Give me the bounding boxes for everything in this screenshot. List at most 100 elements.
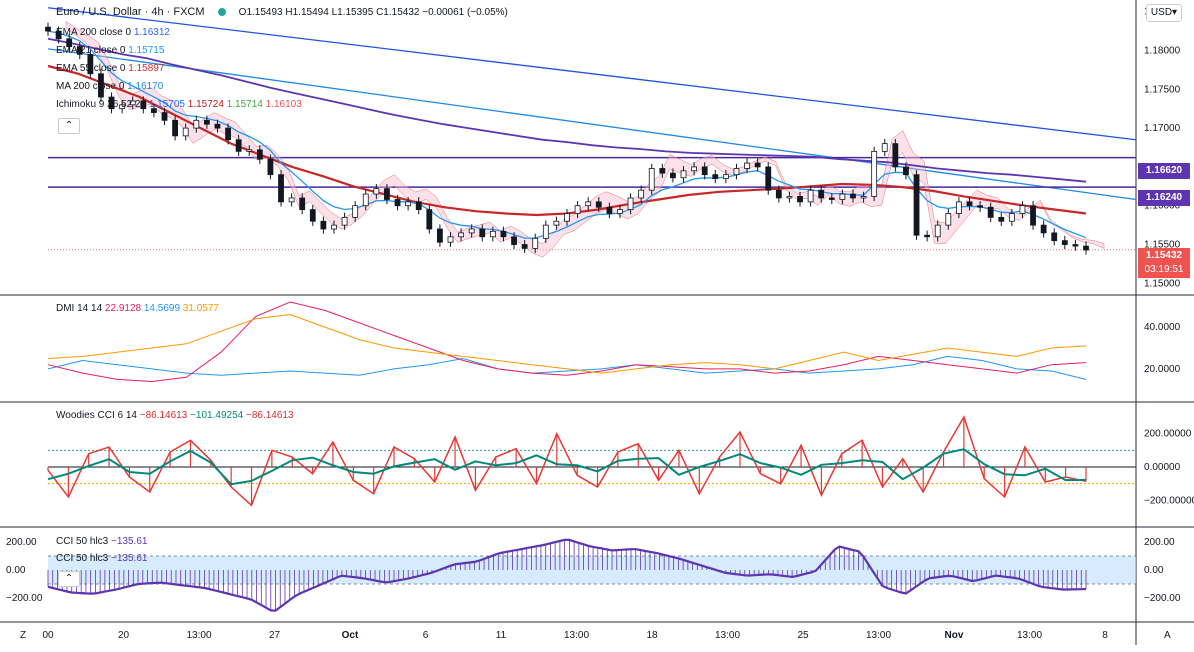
legend-ichimoku[interactable]: Ichimoku 9 26 52 26 1.15705 1.15724 1.15… [56,99,302,110]
candle [341,212,348,230]
ema55-line [47,64,1087,217]
legend-ema200[interactable]: EMA 200 close 0 1.16312 [56,27,170,38]
candle [966,197,973,211]
candle [267,154,274,180]
candle-body [934,224,941,238]
candle [638,185,645,203]
candle [373,183,380,199]
candle-body [87,53,94,75]
legend-ma200[interactable]: MA 200 close 0 1.16170 [56,81,164,92]
candle [987,202,994,223]
candle-body [839,193,846,200]
cci50-tick-label: −200.00 [1144,593,1181,604]
legend-ema55[interactable]: EMA 55 close 0 1.15897 [56,63,165,74]
price-tick-label: 1.17000 [1144,123,1181,134]
candle-body [786,196,793,199]
legend-cci50[interactable]: CCI 50 hlc3 −135.61 [56,536,148,547]
candle [1040,220,1047,238]
candle [214,119,221,133]
candle [415,197,422,215]
candle [627,193,634,215]
candle-body [945,213,952,226]
candle-body [214,123,221,129]
candle-body [712,174,719,179]
time-tick-label: 13:00 [186,630,211,641]
candle [860,191,867,203]
candle [479,224,486,242]
cci-tick-label: 0.00000 [1144,462,1181,473]
candle [945,208,952,230]
dmi-tick-label: 40.0000 [1144,322,1181,333]
candle-body [659,168,666,174]
candle-body [225,127,231,141]
candle-body [203,119,210,125]
candle [1008,208,1015,226]
candle [1030,201,1036,230]
candle-body [638,189,645,199]
candle [320,216,327,234]
candle-body [648,168,655,191]
cci50-pane[interactable] [47,538,1136,612]
candle-body [235,139,242,152]
candle [722,170,729,184]
candle-body [299,197,306,211]
candle-body [977,205,983,208]
legend-dmi[interactable]: DMI 14 14 22.9128 14.5699 31.0577 [56,303,219,314]
candle [712,170,719,184]
candle-body [595,201,602,208]
collapse-pane-button[interactable]: ⌃ [58,571,80,587]
candle-body [1030,205,1036,226]
candle [278,170,284,207]
candle-body [384,188,390,200]
time-tick-label: 25 [797,630,809,641]
candle-body [182,127,189,137]
candle [331,220,337,234]
candle-body [415,201,422,211]
symbol-title[interactable]: Euro / U.S. Dollar · 4h · FXCM [56,6,205,18]
candle [585,197,592,211]
cci50-line [47,538,1087,612]
candle [384,183,390,205]
candle-body [722,174,729,179]
candle [797,191,803,207]
candle [754,158,761,172]
legend-ema21[interactable]: EMA 21 close 0 1.15715 [56,45,165,56]
time-tick-label: 20 [118,630,130,641]
timezone-icon[interactable]: Z [20,630,27,641]
resistance-label-2: 1.16240 [1138,190,1190,206]
legend-cci50-repeat[interactable]: CCI 50 hlc3 −135.61 [56,553,148,564]
candle-body [436,228,443,243]
price-pane[interactable] [45,7,1137,258]
candle [511,232,517,250]
candle-body [468,228,475,234]
candle-body [151,108,157,113]
candle [553,216,560,230]
candle [786,191,793,203]
candle [892,138,899,172]
legend-woodies-cci[interactable]: Woodies CCI 6 14 −86.14613 −101.49254 −8… [56,410,294,421]
candle [701,162,708,180]
candle [1083,241,1089,255]
candle-body [140,100,147,110]
candle-body [511,236,517,245]
woodies-cci-pane[interactable] [47,415,1136,507]
currency-button[interactable]: USD▾ [1146,4,1182,22]
dmi-pane[interactable] [47,301,1087,383]
ema21-line [47,30,1087,239]
candle-body [129,100,136,106]
market-status-icon [217,8,226,17]
candle-body [172,119,179,137]
candle-body [331,224,337,230]
time-tick-label: Nov [945,630,964,641]
collapse-legend-button[interactable]: ⌃ [58,118,80,134]
candle-body [998,216,1005,222]
candle-body [1072,244,1079,247]
candle-body [797,196,803,203]
candle [606,202,613,219]
candle [1051,228,1058,246]
candle [172,115,179,141]
candle-body [775,189,782,199]
auto-scale-icon[interactable]: A [1164,630,1171,641]
